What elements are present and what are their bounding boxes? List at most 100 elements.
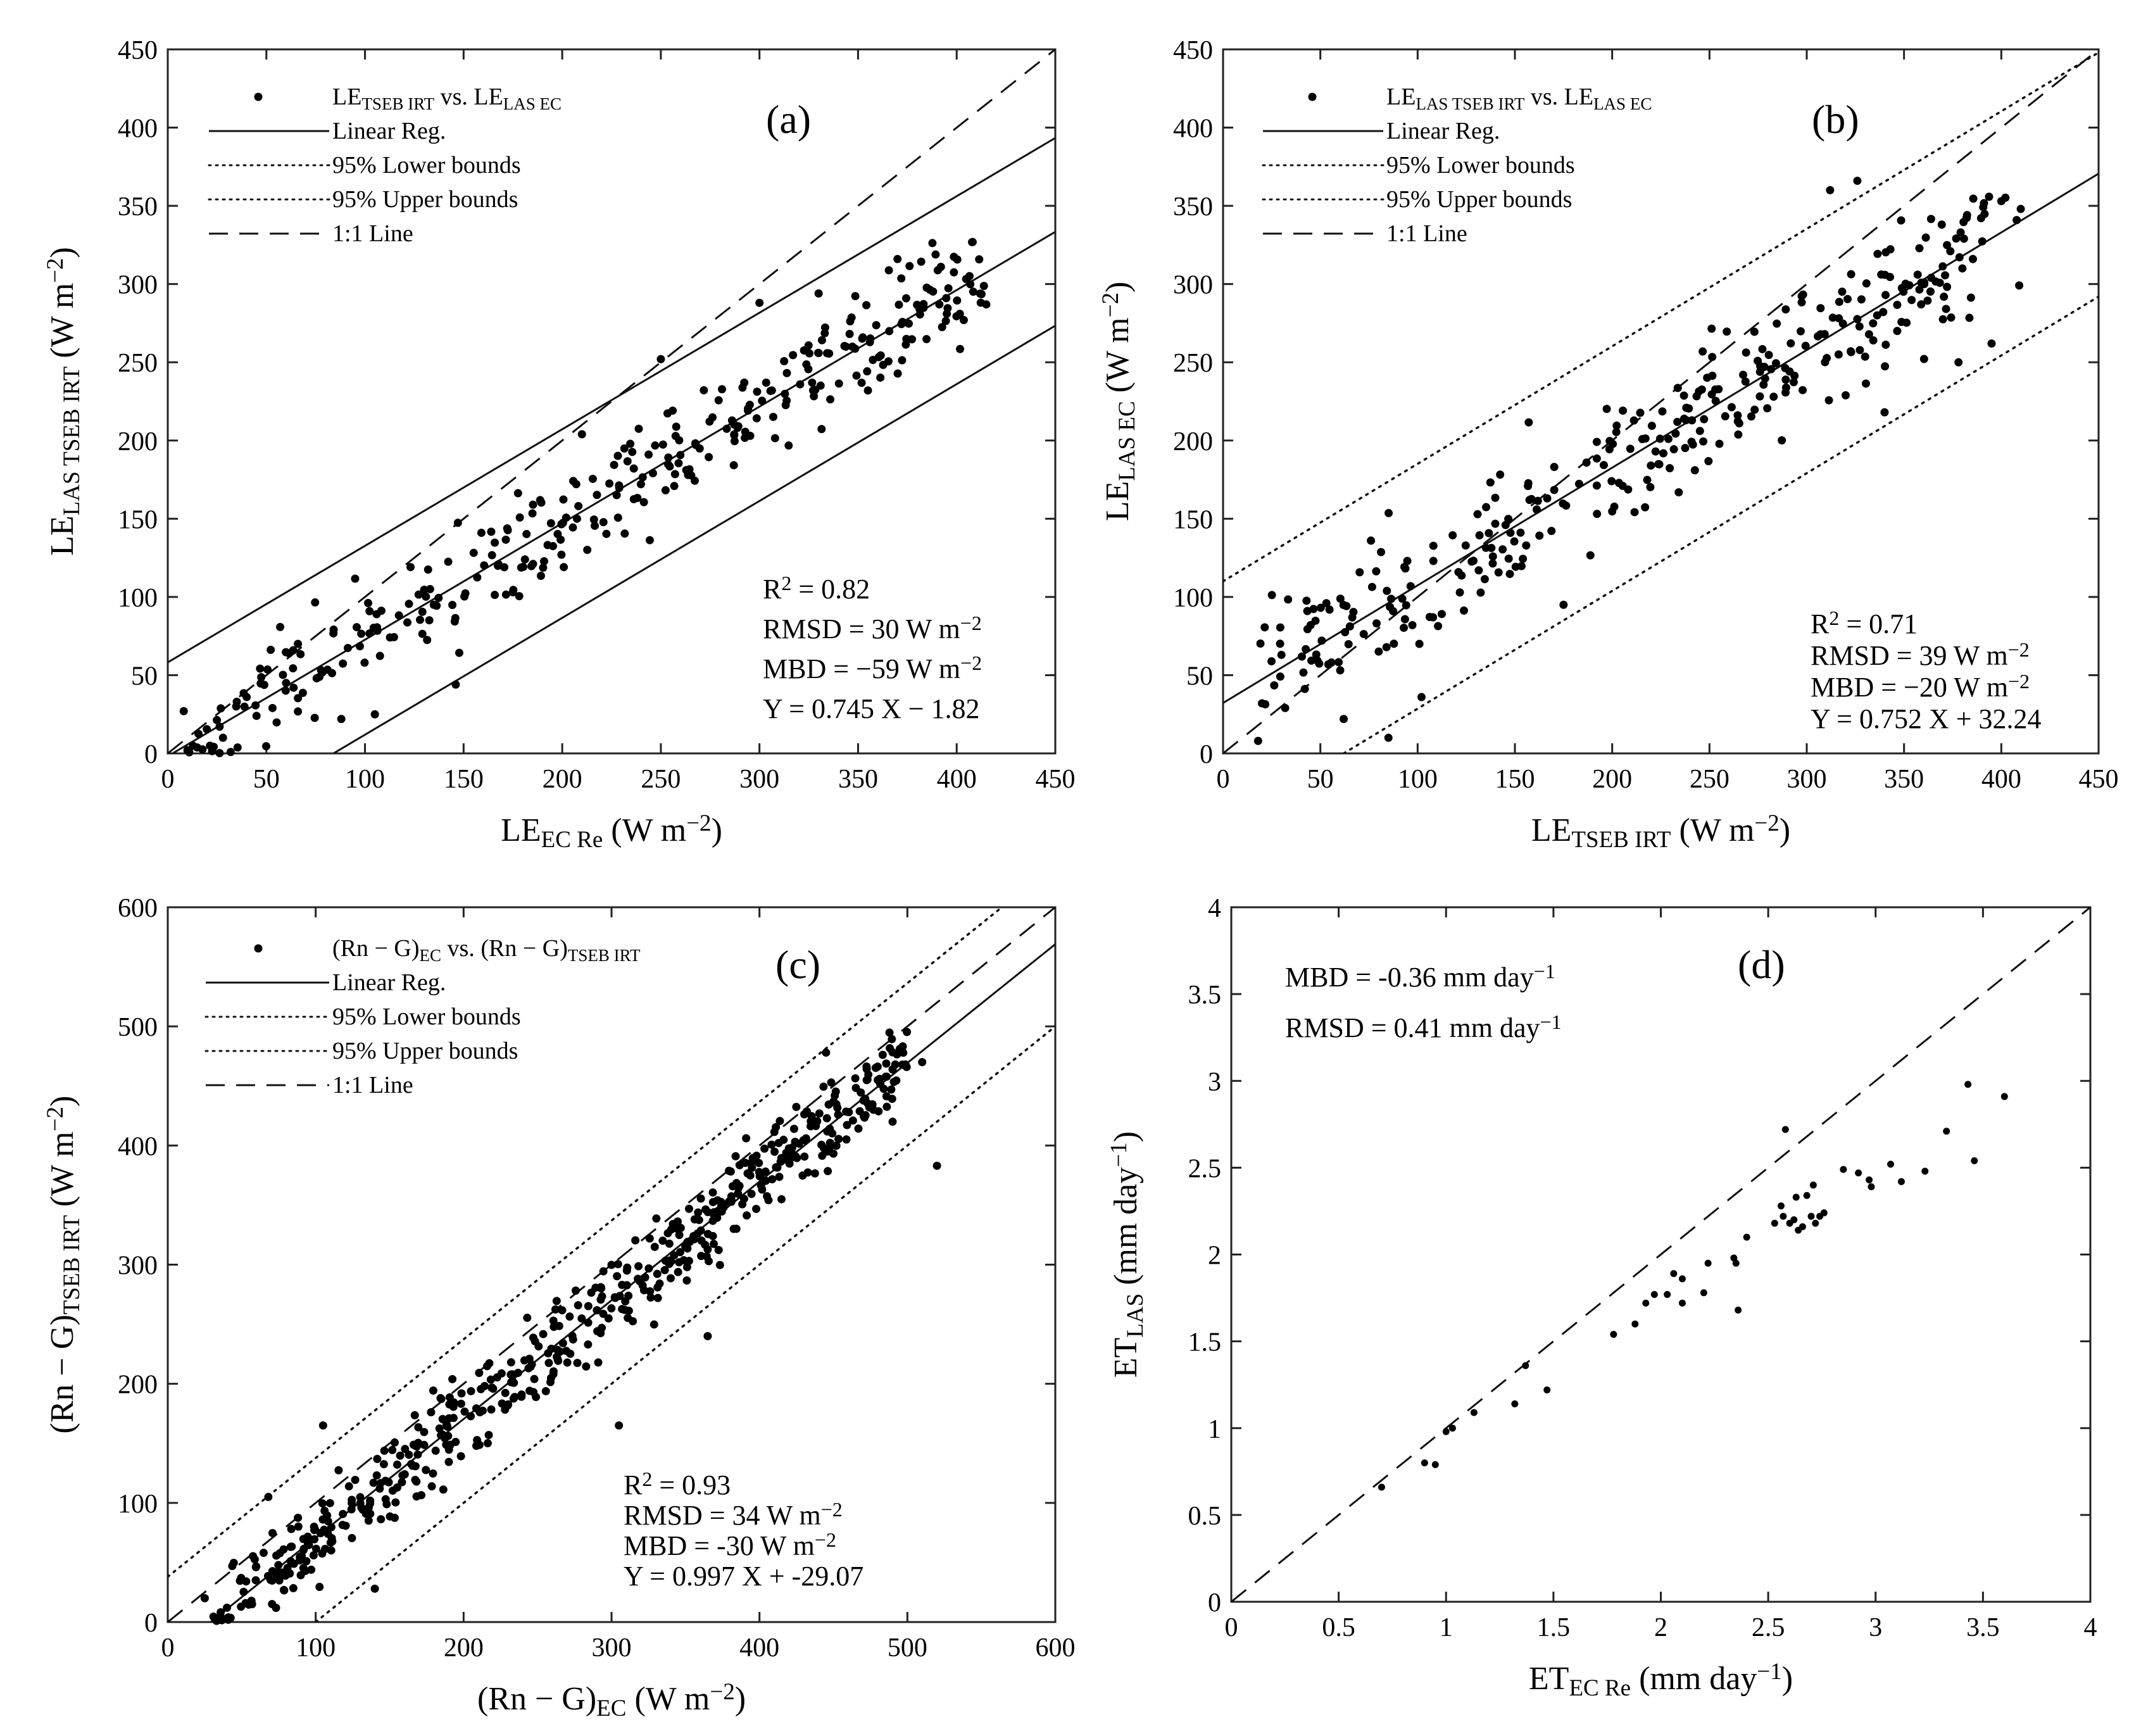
data-point — [356, 1499, 365, 1507]
data-point — [1261, 700, 1270, 708]
data-point — [1402, 601, 1410, 610]
legend: (Rn − G)EC vs. (Rn − G)TSEB IRT Linear Re… — [204, 935, 641, 1098]
data-point — [1938, 262, 1947, 271]
data-point — [582, 1362, 591, 1371]
data-point — [1297, 652, 1306, 661]
data-point — [343, 643, 352, 652]
data-point — [456, 1452, 465, 1461]
data-point — [708, 1231, 717, 1240]
data-point — [810, 392, 819, 401]
data-point — [1879, 308, 1888, 317]
data-point — [544, 1359, 553, 1368]
data-point — [825, 349, 834, 358]
data-point — [1915, 244, 1924, 253]
data-point — [240, 702, 249, 711]
data-point — [1769, 393, 1778, 401]
data-point — [251, 1576, 260, 1585]
data-point — [878, 1050, 887, 1059]
data-point — [487, 1383, 496, 1392]
dashed-line — [1231, 907, 2090, 1602]
data-point — [256, 664, 265, 673]
scatter-points — [1253, 177, 2025, 745]
data-point — [1505, 570, 1514, 579]
data-point — [451, 680, 460, 689]
y-tick-label: 350 — [1173, 192, 1213, 222]
data-point — [294, 707, 303, 716]
data-point — [666, 1274, 675, 1283]
data-point — [892, 1076, 901, 1085]
data-point — [607, 1304, 616, 1313]
data-point — [524, 1364, 533, 1373]
data-point — [775, 1117, 784, 1126]
data-point — [631, 1236, 640, 1245]
data-point — [1302, 596, 1311, 605]
data-point — [879, 360, 888, 369]
data-point — [574, 501, 583, 510]
data-point — [414, 590, 423, 599]
data-point — [977, 289, 986, 298]
data-point — [264, 1492, 273, 1501]
data-point — [351, 1476, 360, 1485]
data-point — [862, 301, 871, 310]
data-point — [307, 1565, 316, 1574]
data-point — [651, 441, 660, 450]
data-point — [1313, 656, 1322, 665]
x-tick-label: 3 — [1869, 1613, 1882, 1642]
data-point — [413, 1450, 422, 1459]
data-point — [901, 294, 910, 303]
data-point — [365, 1503, 374, 1512]
x-axis-label: LETSEB IRT (W m−2) — [1531, 810, 1790, 853]
y-tick-label: 400 — [118, 1132, 158, 1161]
data-point — [722, 424, 731, 433]
data-point — [424, 565, 432, 574]
data-point — [644, 1264, 653, 1273]
data-point — [607, 1261, 616, 1269]
data-point — [491, 538, 499, 547]
data-point — [501, 1388, 510, 1397]
data-point — [200, 1594, 209, 1602]
data-point — [767, 1140, 776, 1149]
data-point — [1574, 479, 1583, 488]
data-point — [593, 491, 601, 500]
data-point — [1311, 616, 1320, 625]
data-point — [789, 1124, 798, 1133]
data-point — [599, 518, 608, 527]
data-point — [793, 1154, 801, 1162]
data-point — [612, 491, 621, 500]
data-point — [1942, 305, 1950, 313]
data-point — [316, 1529, 325, 1538]
x-axis-label: (Rn − G)EC (W m−2) — [477, 1679, 746, 1721]
data-point — [339, 1509, 348, 1518]
data-point — [415, 615, 424, 624]
data-point — [1372, 619, 1381, 628]
data-point — [1704, 1259, 1712, 1267]
panel-label: (a) — [766, 97, 811, 142]
data-point — [487, 1405, 496, 1414]
data-point — [347, 1505, 356, 1514]
data-point — [1955, 253, 1964, 261]
data-point — [185, 748, 194, 757]
data-point — [1389, 607, 1398, 615]
data-point — [562, 513, 570, 522]
data-point — [708, 413, 717, 422]
data-point — [1847, 348, 1855, 356]
data-point — [583, 546, 592, 555]
data-point — [1474, 566, 1483, 575]
data-point — [568, 523, 577, 532]
data-point — [1907, 296, 1916, 305]
data-point — [439, 1485, 448, 1494]
data-point — [1864, 330, 1873, 339]
data-point — [203, 725, 211, 734]
data-point — [593, 1306, 601, 1315]
data-point — [1980, 199, 1988, 208]
data-point — [437, 1395, 446, 1404]
data-point — [311, 598, 320, 607]
data-point — [1421, 1459, 1428, 1467]
data-point — [508, 1370, 517, 1379]
data-point — [891, 1060, 900, 1069]
data-point — [1881, 248, 1890, 257]
data-point — [933, 266, 942, 275]
data-point — [1866, 1176, 1873, 1184]
data-point — [770, 434, 779, 443]
data-point — [329, 629, 338, 638]
